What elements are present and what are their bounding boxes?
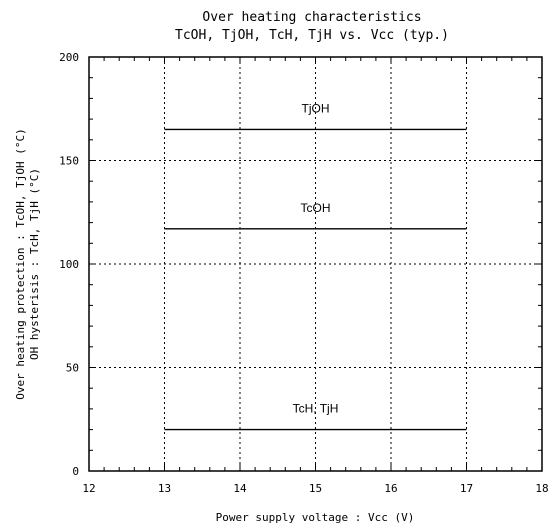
y-tick-label: 100 bbox=[59, 258, 79, 271]
x-tick-label: 17 bbox=[460, 482, 473, 495]
chart-subtitle: TcOH, TjOH, TcH, TjH vs. Vcc (typ.) bbox=[175, 28, 449, 43]
y-tick-label: 0 bbox=[72, 465, 79, 478]
y-axis-label-line-2: OH hysterisis : TcH, TjH (°C) bbox=[28, 168, 41, 360]
x-axis-label: Power supply voltage : Vcc (V) bbox=[216, 511, 415, 524]
series-label: TjOH bbox=[302, 101, 330, 115]
chart-title: Over heating characteristics bbox=[202, 10, 421, 25]
x-tick-label: 16 bbox=[384, 482, 397, 495]
series-label: TcOH bbox=[301, 201, 331, 215]
x-tick-label: 14 bbox=[233, 482, 247, 495]
y-tick-label: 200 bbox=[59, 51, 79, 64]
axis-ticks bbox=[88, 56, 543, 472]
grid bbox=[89, 57, 542, 471]
x-tick-label: 15 bbox=[309, 482, 322, 495]
y-tick-label: 50 bbox=[66, 362, 79, 375]
y-axis-label-line-1: Over heating protection : TcOH, TjOH (°C… bbox=[14, 128, 27, 400]
y-tick-label: 150 bbox=[59, 155, 79, 168]
x-tick-label: 13 bbox=[158, 482, 171, 495]
x-tick-label: 18 bbox=[535, 482, 548, 495]
tick-labels: 12 13 14 15 16 17 18 0 50 100 150 200 bbox=[59, 51, 549, 495]
series-label: TcH, TjH bbox=[293, 402, 339, 416]
x-tick-label: 12 bbox=[82, 482, 95, 495]
series: TjOH TcOH TcH, TjH bbox=[164, 101, 467, 431]
